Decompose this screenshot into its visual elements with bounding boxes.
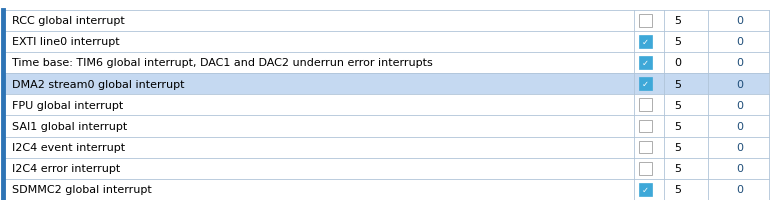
Bar <box>639 183 651 196</box>
Text: I2C4 error interrupt: I2C4 error interrupt <box>12 163 120 173</box>
Text: 0: 0 <box>736 37 743 47</box>
Bar <box>3 11 769 32</box>
Bar <box>639 162 651 175</box>
Bar <box>639 57 651 69</box>
Text: 0: 0 <box>736 16 743 26</box>
Text: 0: 0 <box>736 121 743 131</box>
Bar <box>3 179 769 200</box>
Text: 5: 5 <box>674 37 681 47</box>
Bar <box>3 158 769 179</box>
Bar <box>639 78 651 91</box>
Text: 0: 0 <box>736 58 743 68</box>
Bar <box>3 137 769 158</box>
Text: 5: 5 <box>674 163 681 173</box>
Bar <box>3 74 769 95</box>
Text: RCC global interrupt: RCC global interrupt <box>12 16 125 26</box>
Text: ✓: ✓ <box>641 59 649 68</box>
Bar <box>3 53 769 74</box>
Text: 0: 0 <box>674 58 681 68</box>
Bar <box>639 15 651 27</box>
Text: 0: 0 <box>736 163 743 173</box>
Bar <box>639 120 651 133</box>
Text: FPU global interrupt: FPU global interrupt <box>12 100 123 110</box>
Text: 5: 5 <box>674 142 681 152</box>
Bar <box>3 95 769 116</box>
Text: 0: 0 <box>736 79 743 89</box>
Bar <box>3 116 769 137</box>
Text: 5: 5 <box>674 100 681 110</box>
Bar <box>639 141 651 154</box>
Text: 0: 0 <box>736 142 743 152</box>
Text: EXTI line0 interrupt: EXTI line0 interrupt <box>12 37 120 47</box>
Bar <box>3 32 769 53</box>
Text: SAI1 global interrupt: SAI1 global interrupt <box>12 121 127 131</box>
Text: ✓: ✓ <box>641 185 649 194</box>
Bar <box>639 36 651 48</box>
Text: SDMMC2 global interrupt: SDMMC2 global interrupt <box>12 184 152 194</box>
Text: 5: 5 <box>674 184 681 194</box>
Text: 5: 5 <box>674 79 681 89</box>
Text: I2C4 event interrupt: I2C4 event interrupt <box>12 142 125 152</box>
Text: ✓: ✓ <box>641 38 649 47</box>
Text: ✓: ✓ <box>641 80 649 89</box>
Text: 0: 0 <box>736 100 743 110</box>
Text: 5: 5 <box>674 121 681 131</box>
Text: DMA2 stream0 global interrupt: DMA2 stream0 global interrupt <box>12 79 184 89</box>
Text: 5: 5 <box>674 16 681 26</box>
Text: 0: 0 <box>736 184 743 194</box>
Bar <box>639 99 651 112</box>
Text: Time base: TIM6 global interrupt, DAC1 and DAC2 underrun error interrupts: Time base: TIM6 global interrupt, DAC1 a… <box>12 58 433 68</box>
